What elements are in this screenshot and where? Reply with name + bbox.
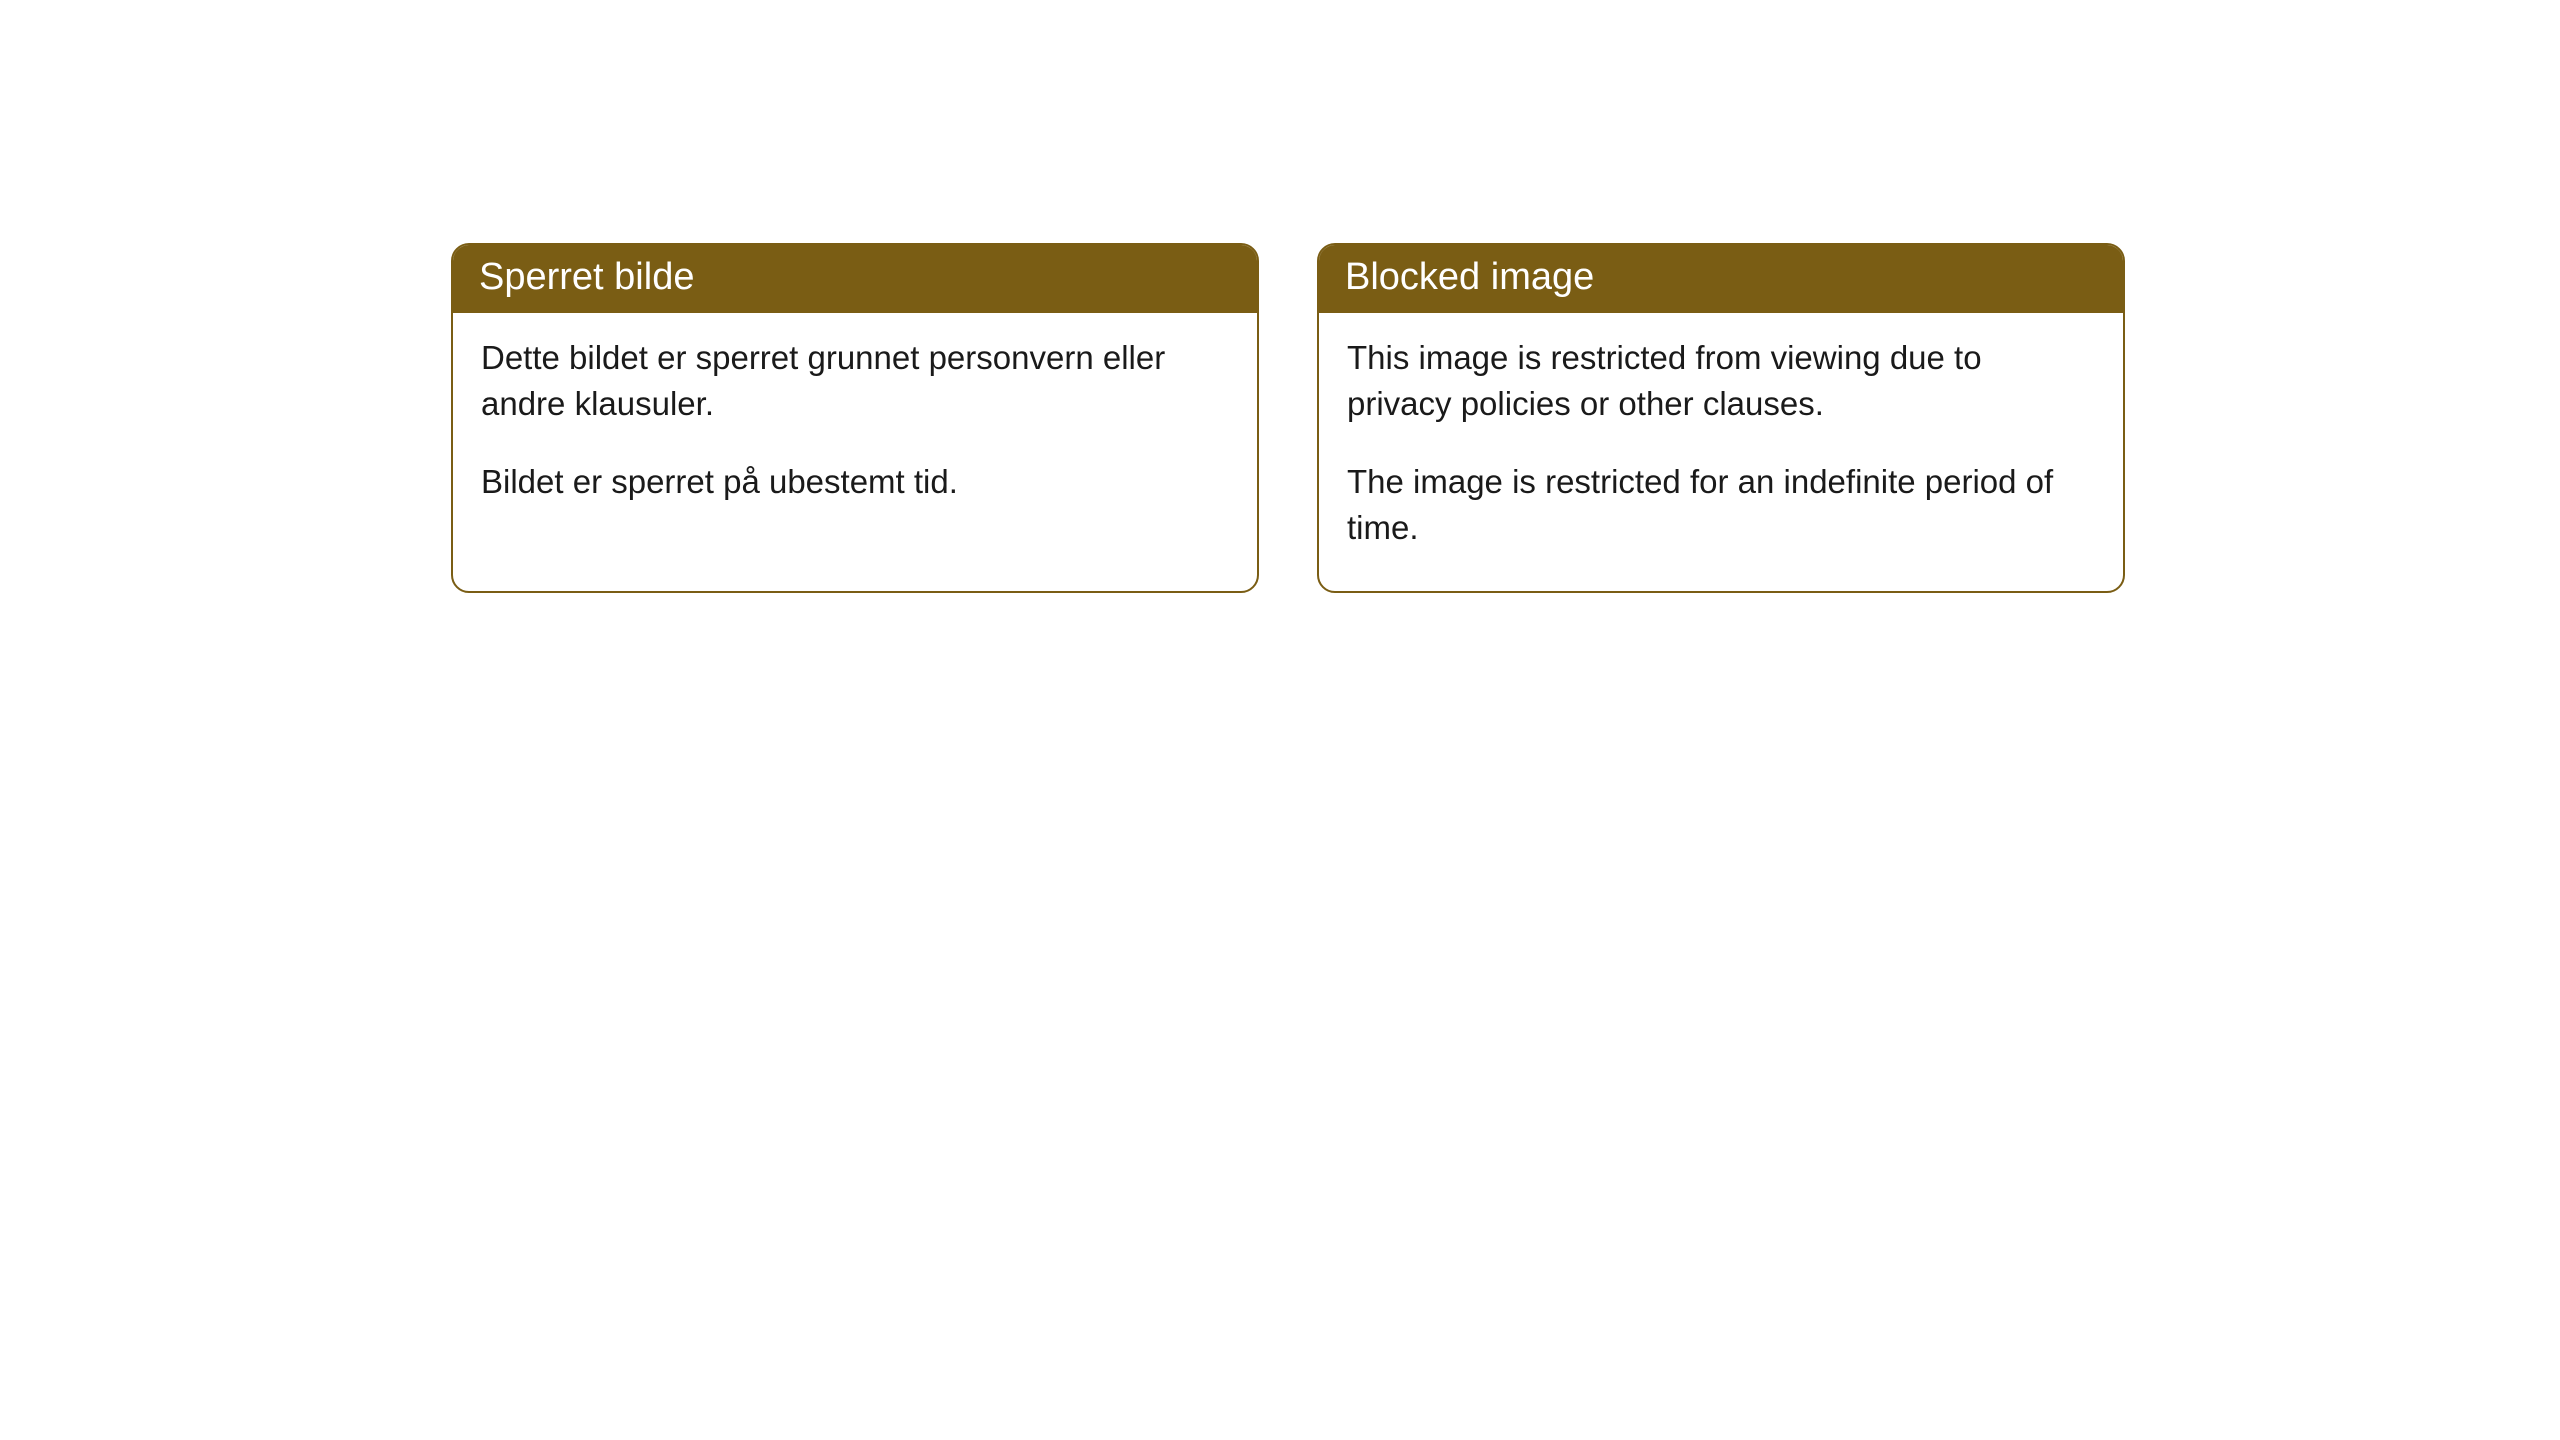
card-header-norwegian: Sperret bilde (453, 245, 1257, 313)
card-paragraph: Dette bildet er sperret grunnet personve… (481, 335, 1229, 427)
notice-cards-container: Sperret bilde Dette bildet er sperret gr… (451, 243, 2125, 593)
card-paragraph: The image is restricted for an indefinit… (1347, 459, 2095, 551)
card-paragraph: This image is restricted from viewing du… (1347, 335, 2095, 427)
card-title: Blocked image (1345, 256, 1594, 298)
card-body-english: This image is restricted from viewing du… (1319, 313, 2123, 592)
blocked-image-card-english: Blocked image This image is restricted f… (1317, 243, 2125, 593)
card-header-english: Blocked image (1319, 245, 2123, 313)
card-body-norwegian: Dette bildet er sperret grunnet personve… (453, 313, 1257, 546)
card-paragraph: Bildet er sperret på ubestemt tid. (481, 459, 1229, 505)
card-title: Sperret bilde (479, 256, 694, 298)
blocked-image-card-norwegian: Sperret bilde Dette bildet er sperret gr… (451, 243, 1259, 593)
